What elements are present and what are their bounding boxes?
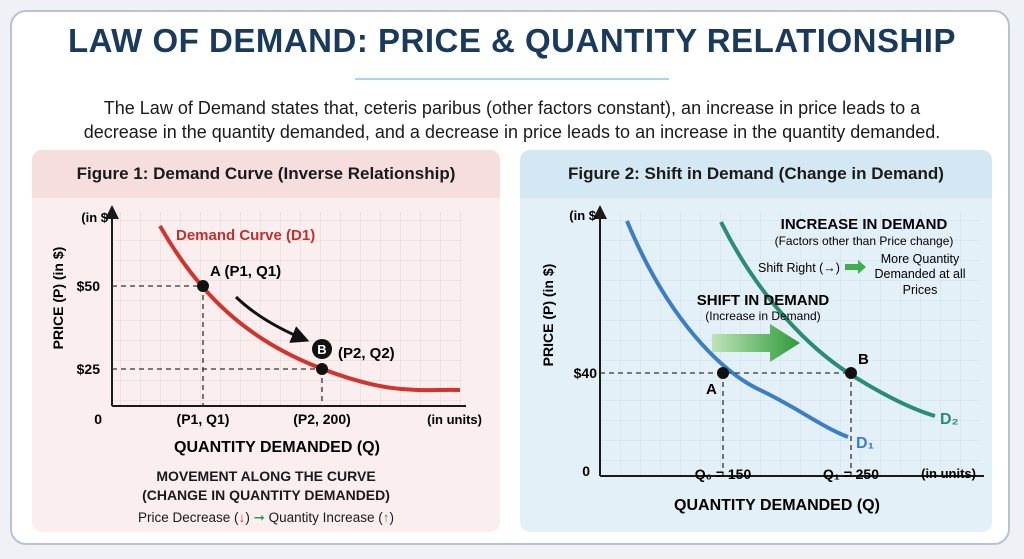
d2-label: D₂: [940, 411, 959, 428]
point-b-letter: B: [317, 342, 326, 357]
down-arrow-icon: ↓: [238, 510, 246, 525]
caption-price-decrease: Price Decrease (: [138, 510, 239, 525]
figure-2-origin: 0: [582, 463, 590, 479]
demand-curve-label: Demand Curve (D1): [176, 227, 315, 244]
caption-close-2: ): [389, 510, 394, 525]
figure-2-y-axis-label: PRICE (P) (in $): [540, 264, 556, 367]
increase-subtitle: (Factors other than Price change): [775, 234, 954, 248]
title-divider: [355, 78, 669, 80]
demand-curve-d1-original: [625, 220, 849, 439]
qty-1-tick: Q₁ = 250: [823, 466, 879, 482]
more-qty-line-2: Demanded at all: [874, 267, 965, 281]
price-low-tick: $25: [77, 361, 101, 377]
page-title: LAW OF DEMAND: PRICE & QUANTITY RELATION…: [68, 22, 956, 59]
figure-1-caption-flow: Price Decrease (↓) ➞ Quantity Increase (…: [32, 510, 500, 526]
intro-text: The Law of Demand states that, ceteris p…: [40, 96, 984, 144]
figure-1-y-unit: (in $: [81, 210, 108, 225]
figure-1-header: Figure 1: Demand Curve (Inverse Relation…: [32, 150, 500, 198]
figure-2-y-unit: (in $: [569, 208, 596, 223]
increase-title: INCREASE IN DEMAND: [781, 216, 948, 233]
caption-close-1: ): [245, 510, 250, 525]
point-a-label: A (P1, Q1): [210, 263, 281, 280]
figure-2-title: Figure 2: Shift in Demand (Change in Dem…: [568, 164, 944, 183]
point-a2-label: A: [706, 381, 717, 398]
up-arrow-icon: ↑: [382, 510, 390, 525]
figure-1-y-axis-label: PRICE (P) (in $): [50, 247, 66, 350]
more-qty-line-1: More Quantity: [881, 252, 960, 266]
right-arrow-icon: ➞: [253, 510, 265, 525]
figure-1-origin: 0: [94, 411, 102, 427]
figure-2-x-unit: (in units): [921, 466, 976, 481]
figure-1-caption-subtitle: (CHANGE IN QUANTITY DEMANDED): [142, 487, 390, 503]
figure-1-title: Figure 1: Demand Curve (Inverse Relation…: [76, 164, 456, 183]
qty-b-tick: (P2, 200): [293, 411, 351, 427]
figure-2-x-axis-label: QUANTITY DEMANDED (Q): [674, 497, 880, 514]
price-high-tick: $50: [77, 278, 101, 294]
point-b-marker: [316, 363, 328, 375]
demand-curve-d2-shifted: [719, 221, 936, 418]
point-a2-marker: [717, 367, 729, 379]
d1-label: D₁: [856, 435, 875, 452]
qty-a-tick: (P1, Q1): [177, 411, 230, 427]
shift-right-small-arrow: [845, 260, 866, 274]
more-qty-line-3: Prices: [903, 283, 938, 297]
figure-1-x-axis-label: QUANTITY DEMANDED (Q): [174, 439, 380, 456]
movement-arrow: [234, 295, 310, 343]
shift-title: SHIFT IN DEMAND: [697, 292, 830, 309]
figure-1-caption-title: MOVEMENT ALONG THE CURVE: [156, 468, 376, 484]
shift-right-label: Shift Right (→): [758, 261, 840, 275]
qty-0-tick: Q₀ = 150: [695, 466, 752, 482]
caption-quantity-increase: Quantity Increase (: [268, 510, 383, 525]
point-a-marker: [197, 280, 209, 292]
price-tick: $40: [574, 365, 598, 381]
shift-subtitle: (Increase in Demand): [705, 309, 820, 323]
intro-line-2: decrease in the quantity demanded, and a…: [83, 122, 941, 142]
figure-1-x-unit: (in units): [427, 412, 482, 427]
point-b2-label: B: [858, 351, 869, 368]
figure-2-header: Figure 2: Shift in Demand (Change in Dem…: [520, 150, 992, 198]
intro-line-1: The Law of Demand states that, ceteris p…: [103, 98, 921, 118]
point-b-badge: [312, 339, 332, 359]
shift-right-arrow: [712, 324, 800, 362]
point-b2-marker: [845, 367, 857, 379]
point-b-label: (P2, Q2): [338, 345, 395, 362]
